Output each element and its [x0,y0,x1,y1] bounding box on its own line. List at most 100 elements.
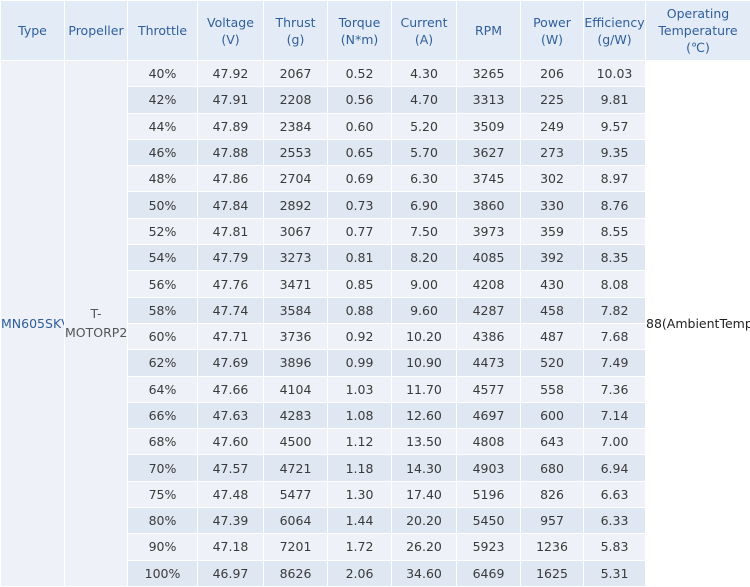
throttle-cell: 66% [128,402,198,428]
header-power-line: (W) [521,31,583,48]
torque-cell: 1.72 [328,534,392,560]
power-cell: 458 [521,297,584,323]
header-current-line: (A) [392,31,456,48]
torque-cell: 1.30 [328,481,392,507]
current-cell: 13.50 [392,429,457,455]
torque-cell: 0.65 [328,139,392,165]
thrust-cell: 2384 [264,113,328,139]
efficiency-cell: 10.03 [584,61,646,87]
voltage-cell: 47.79 [198,245,264,271]
thrust-cell: 3471 [264,271,328,297]
header-type-line: Type [1,22,64,39]
header-rpm-line: RPM [457,22,520,39]
current-cell: 11.70 [392,376,457,402]
power-cell: 249 [521,113,584,139]
header-type: Type [1,1,65,61]
header-thrust: Thrust(g) [264,1,328,61]
power-cell: 643 [521,429,584,455]
thrust-cell: 3067 [264,218,328,244]
table-body: MN605SKV170T-MOTORP22*6.640%47.9220670.5… [1,61,750,587]
efficiency-cell: 7.00 [584,429,646,455]
current-cell: 9.00 [392,271,457,297]
efficiency-cell: 6.63 [584,481,646,507]
rpm-cell: 3745 [457,166,521,192]
rpm-cell: 5450 [457,508,521,534]
current-cell: 20.20 [392,508,457,534]
voltage-cell: 47.81 [198,218,264,244]
voltage-cell: 47.86 [198,166,264,192]
power-cell: 359 [521,218,584,244]
torque-cell: 0.85 [328,271,392,297]
thrust-cell: 4283 [264,402,328,428]
voltage-cell: 47.71 [198,323,264,349]
efficiency-cell: 8.08 [584,271,646,297]
rpm-cell: 3627 [457,139,521,165]
current-cell: 7.50 [392,218,457,244]
power-cell: 392 [521,245,584,271]
rpm-cell: 4808 [457,429,521,455]
voltage-cell: 47.66 [198,376,264,402]
throttle-cell: 54% [128,245,198,271]
efficiency-cell: 8.76 [584,192,646,218]
header-throttle: Throttle [128,1,198,61]
power-cell: 302 [521,166,584,192]
torque-cell: 1.18 [328,455,392,481]
motor-type-cell-line: KV170 [53,316,65,331]
rpm-cell: 6469 [457,560,521,586]
rpm-cell: 3313 [457,87,521,113]
operating-temperature-cell-line: Temperature [719,316,750,331]
efficiency-cell: 7.36 [584,376,646,402]
rpm-cell: 4903 [457,455,521,481]
propeller-cell-line: P22*6.6 [112,325,128,340]
power-cell: 1625 [521,560,584,586]
power-cell: 600 [521,402,584,428]
power-cell: 487 [521,323,584,349]
rpm-cell: 3265 [457,61,521,87]
current-cell: 17.40 [392,481,457,507]
thrust-cell: 4721 [264,455,328,481]
thrust-cell: 3273 [264,245,328,271]
voltage-cell: 47.76 [198,271,264,297]
table-row: MN605SKV170T-MOTORP22*6.640%47.9220670.5… [1,61,750,87]
voltage-cell: 47.91 [198,87,264,113]
thrust-cell: 3896 [264,350,328,376]
throttle-cell: 50% [128,192,198,218]
power-cell: 1236 [521,534,584,560]
throttle-cell: 42% [128,87,198,113]
efficiency-cell: 8.35 [584,245,646,271]
torque-cell: 0.88 [328,297,392,323]
current-cell: 26.20 [392,534,457,560]
voltage-cell: 47.60 [198,429,264,455]
header-torque: Torque(N*m) [328,1,392,61]
rpm-cell: 5196 [457,481,521,507]
power-cell: 330 [521,192,584,218]
voltage-cell: 46.97 [198,560,264,586]
header-power: Power(W) [521,1,584,61]
voltage-cell: 47.18 [198,534,264,560]
torque-cell: 0.56 [328,87,392,113]
thrust-cell: 3584 [264,297,328,323]
thrust-cell: 3736 [264,323,328,349]
propeller-cell-line: T- [91,306,102,321]
efficiency-cell: 7.82 [584,297,646,323]
efficiency-cell: 6.94 [584,455,646,481]
header-current: Current(A) [392,1,457,61]
header-efficiency: Efficiency(g/W) [584,1,646,61]
rpm-cell: 4577 [457,376,521,402]
rpm-cell: 3509 [457,113,521,139]
voltage-cell: 47.39 [198,508,264,534]
voltage-cell: 47.89 [198,113,264,139]
current-cell: 4.70 [392,87,457,113]
throttle-cell: 62% [128,350,198,376]
throttle-cell: 64% [128,376,198,402]
current-cell: 5.70 [392,139,457,165]
voltage-cell: 47.84 [198,192,264,218]
voltage-cell: 47.57 [198,455,264,481]
current-cell: 10.90 [392,350,457,376]
torque-cell: 1.12 [328,429,392,455]
current-cell: 12.60 [392,402,457,428]
header-efficiency-line: Efficiency [584,14,645,31]
propeller-cell-line: MOTOR [65,325,112,340]
